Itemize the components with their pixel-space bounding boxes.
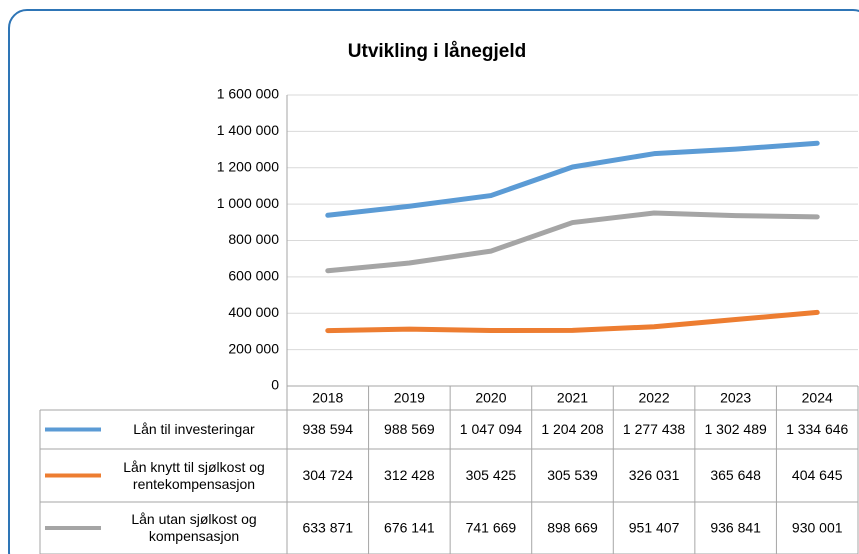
table-value: 633 871 [302,520,353,536]
table-value: 898 669 [547,520,598,536]
table-value: 988 569 [384,421,435,437]
x-tick-label: 2021 [557,390,588,406]
table-value: 951 407 [629,520,680,536]
table-value: 1 047 094 [460,421,522,437]
series-line [325,210,820,274]
y-tick-label: 400 000 [228,304,279,320]
table-value: 305 425 [466,467,517,483]
legend-label-box: Lån knytt til sjølkost og rentekompensas… [123,458,265,492]
x-tick-label: 2023 [720,390,751,406]
legend-label-box: Lån utan sjølkost og kompensasjon [131,511,257,544]
table-value: 938 594 [302,421,353,437]
x-tick-label: 2024 [802,390,833,406]
table-value: 1 277 438 [623,421,685,437]
table-value: 1 204 208 [541,421,603,437]
y-tick-label: 600 000 [228,268,279,284]
y-tick-label: 1 000 000 [217,195,279,211]
x-tick-label: 2018 [312,390,343,406]
series-line [325,309,820,334]
chart-title: Utvikling i lånegjeld [348,41,526,62]
table-value: 365 648 [710,467,761,483]
table-value: 305 539 [547,467,598,483]
series-line [325,140,820,218]
y-tick-label: 1 400 000 [217,122,279,138]
y-tick-label: 0 [271,377,279,393]
y-tick-label: 1 200 000 [217,158,279,174]
table-value: 312 428 [384,467,435,483]
table-value: 930 001 [792,520,843,536]
y-tick-label: 800 000 [228,231,279,247]
table-value: 1 302 489 [704,421,766,437]
y-tick-label: 1 600 000 [217,86,279,102]
x-tick-label: 2022 [638,390,669,406]
table-value: 304 724 [302,467,353,483]
legend-label: Lån knytt til sjølkost og rentekompensas… [123,458,265,492]
table-value: 326 031 [629,467,680,483]
x-tick-label: 2020 [475,390,506,406]
chart-frame [8,9,859,554]
legend-label-box: Lån til investeringar [133,421,255,437]
legend-label: Lån til investeringar [133,421,255,437]
x-tick-label: 2019 [394,390,425,406]
table-value: 404 645 [792,467,843,483]
table-value: 1 334 646 [786,421,848,437]
table-value: 676 141 [384,520,435,536]
table-value: 936 841 [710,520,761,536]
legend-label: Lån utan sjølkost og kompensasjon [131,511,257,544]
y-tick-label: 200 000 [228,340,279,356]
table-value: 741 669 [466,520,517,536]
